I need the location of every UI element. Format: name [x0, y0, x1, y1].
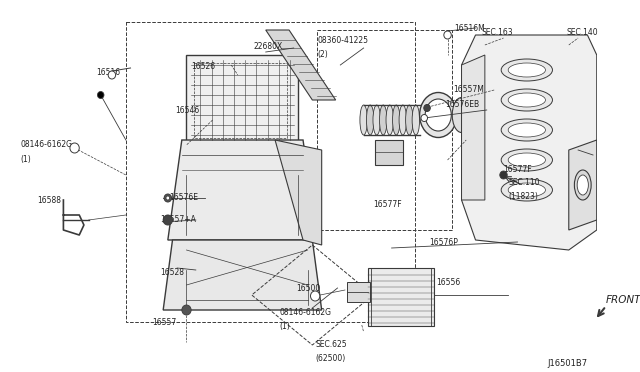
Ellipse shape — [508, 123, 545, 137]
Text: 16557M: 16557M — [453, 85, 484, 94]
Text: 16557: 16557 — [152, 318, 176, 327]
Circle shape — [163, 215, 173, 225]
Ellipse shape — [392, 105, 400, 135]
Text: 16546: 16546 — [175, 106, 200, 115]
Ellipse shape — [452, 97, 471, 132]
Text: 08146-6162G: 08146-6162G — [280, 308, 332, 317]
Text: 16526: 16526 — [191, 62, 215, 71]
Ellipse shape — [574, 170, 591, 200]
Text: 16576EB: 16576EB — [445, 100, 480, 109]
Circle shape — [164, 194, 172, 202]
Text: 16577F: 16577F — [504, 165, 532, 174]
Bar — [194, 63, 287, 138]
Ellipse shape — [577, 175, 588, 195]
Circle shape — [182, 305, 191, 315]
Circle shape — [424, 105, 430, 112]
Ellipse shape — [508, 153, 545, 167]
Polygon shape — [461, 35, 596, 250]
Text: 16576E: 16576E — [170, 193, 198, 202]
Circle shape — [444, 31, 451, 39]
Text: 16516: 16516 — [96, 68, 120, 77]
Polygon shape — [461, 55, 485, 200]
Bar — [347, 282, 370, 302]
Text: J16501B7: J16501B7 — [547, 359, 588, 368]
Bar — [126, 22, 415, 322]
Circle shape — [108, 71, 116, 79]
Text: (1): (1) — [280, 322, 291, 331]
Ellipse shape — [380, 105, 387, 135]
Ellipse shape — [501, 119, 552, 141]
Ellipse shape — [501, 179, 552, 201]
Circle shape — [97, 92, 104, 99]
Ellipse shape — [420, 93, 457, 138]
Polygon shape — [275, 140, 322, 245]
Bar — [368, 268, 433, 326]
Ellipse shape — [508, 93, 545, 107]
Ellipse shape — [406, 105, 413, 135]
Text: (62500): (62500) — [315, 354, 346, 363]
Circle shape — [421, 115, 428, 122]
Ellipse shape — [360, 105, 367, 135]
Circle shape — [500, 171, 508, 179]
Text: SEC.140: SEC.140 — [567, 28, 598, 37]
Ellipse shape — [386, 105, 394, 135]
Text: (1): (1) — [20, 155, 31, 164]
Text: SEC.110: SEC.110 — [508, 178, 540, 187]
Ellipse shape — [367, 105, 374, 135]
Text: 16557+A: 16557+A — [161, 215, 196, 224]
Text: 16577F: 16577F — [373, 200, 401, 209]
Text: 16500: 16500 — [296, 284, 321, 293]
Text: 16516M: 16516M — [454, 24, 485, 33]
Ellipse shape — [425, 99, 451, 131]
Ellipse shape — [508, 183, 545, 197]
Text: FRONT: FRONT — [606, 295, 640, 305]
Text: 22680X: 22680X — [253, 42, 283, 51]
Bar — [186, 55, 298, 145]
Text: 16556: 16556 — [436, 278, 461, 287]
Polygon shape — [266, 30, 335, 100]
Polygon shape — [569, 140, 596, 230]
Text: SEC.163: SEC.163 — [481, 28, 513, 37]
Ellipse shape — [373, 105, 380, 135]
Polygon shape — [168, 140, 317, 240]
Circle shape — [310, 291, 320, 301]
Text: (11823): (11823) — [508, 192, 538, 201]
Circle shape — [70, 143, 79, 153]
Bar — [375, 140, 403, 165]
Ellipse shape — [399, 105, 406, 135]
Text: (2): (2) — [317, 50, 328, 59]
Ellipse shape — [501, 59, 552, 81]
Text: 08146-6162G: 08146-6162G — [20, 140, 72, 149]
Text: 16576P: 16576P — [429, 238, 458, 247]
Bar — [317, 30, 452, 230]
Text: 16528: 16528 — [161, 268, 184, 277]
Text: 16588: 16588 — [37, 196, 61, 205]
Ellipse shape — [501, 89, 552, 111]
Polygon shape — [163, 240, 322, 310]
Circle shape — [166, 196, 170, 200]
Ellipse shape — [412, 105, 420, 135]
Ellipse shape — [501, 149, 552, 171]
Text: 08360-41225: 08360-41225 — [317, 36, 368, 45]
Ellipse shape — [508, 63, 545, 77]
Text: SEC.625: SEC.625 — [315, 340, 347, 349]
